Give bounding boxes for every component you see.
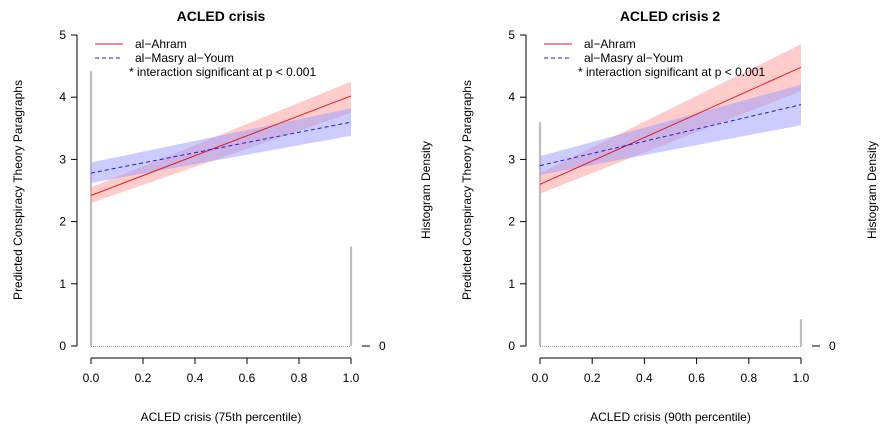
legend-label-1: al−Ahram	[584, 37, 636, 51]
series-line-2	[90, 121, 352, 174]
x-tick-label: 0.6	[239, 371, 256, 385]
x-tick-label: 0.2	[584, 371, 601, 385]
legend-annotation: * interaction significant at p < 0.001	[129, 65, 316, 79]
y-tick-label: 3	[59, 152, 66, 166]
chart-title: ACLED crisis	[177, 8, 266, 24]
legend-label-2: al−Masry al−Youm	[584, 51, 683, 65]
legend-label-2: al−Masry al−Youm	[135, 51, 234, 65]
x-axis-label: ACLED crisis (75th percentile)	[141, 410, 302, 424]
x-axis-label: ACLED crisis (90th percentile)	[590, 410, 751, 424]
y-tick-label: 0	[59, 339, 66, 353]
y-tick-label: 4	[508, 90, 515, 104]
y-tick-label: 0	[508, 339, 515, 353]
y-tick-label: 2	[59, 215, 66, 229]
x-tick-label: 0.0	[83, 371, 100, 385]
y-tick-label: 1	[59, 277, 66, 291]
x-tick-label: 0.0	[532, 371, 549, 385]
x-tick-label: 0.6	[688, 371, 705, 385]
chart-panel-1: ACLED crisis 0 1 2 3 4 5 0.0 0.2 0.4 0.6 0.8 1.0 ACLE…	[11, 8, 433, 424]
legend-label-1: al−Ahram	[135, 37, 187, 51]
y-tick-label: 5	[508, 28, 515, 42]
series-line-2	[539, 104, 802, 167]
right-axis-label: Histogram Density	[419, 141, 433, 239]
x-tick-label: 1.0	[343, 371, 360, 385]
right-axis-label: Histogram Density	[865, 141, 879, 239]
x-tick-label: 0.8	[291, 371, 308, 385]
x-tick-label: 0.4	[187, 371, 204, 385]
y-axis-label: Predicted Conspiracy Theory Paragraphs	[460, 80, 474, 300]
right-axis-tick-label: 0	[379, 339, 386, 353]
y-tick-label: 5	[59, 28, 66, 42]
x-tick-label: 0.2	[135, 371, 152, 385]
x-tick-label: 1.0	[793, 371, 810, 385]
y-tick-label: 3	[508, 152, 515, 166]
x-tick-label: 0.8	[740, 371, 757, 385]
series-line-1	[90, 95, 352, 196]
right-axis-tick-label: 0	[829, 339, 836, 353]
legend-annotation: * interaction significant at p < 0.001	[578, 65, 765, 79]
x-tick-label: 0.4	[636, 371, 653, 385]
y-axis-label: Predicted Conspiracy Theory Paragraphs	[11, 80, 25, 300]
y-tick-label: 4	[59, 90, 66, 104]
chart-title: ACLED crisis 2	[620, 8, 721, 24]
series-line-1	[539, 66, 802, 185]
confidence-band-2	[540, 84, 801, 175]
y-tick-label: 1	[508, 277, 515, 291]
y-tick-label: 2	[508, 215, 515, 229]
chart-panel-2: ACLED crisis 2 0 1 2 3 4 5 0.0 0.2 0.4 0.6 0.8 1.0 AC…	[460, 8, 879, 424]
